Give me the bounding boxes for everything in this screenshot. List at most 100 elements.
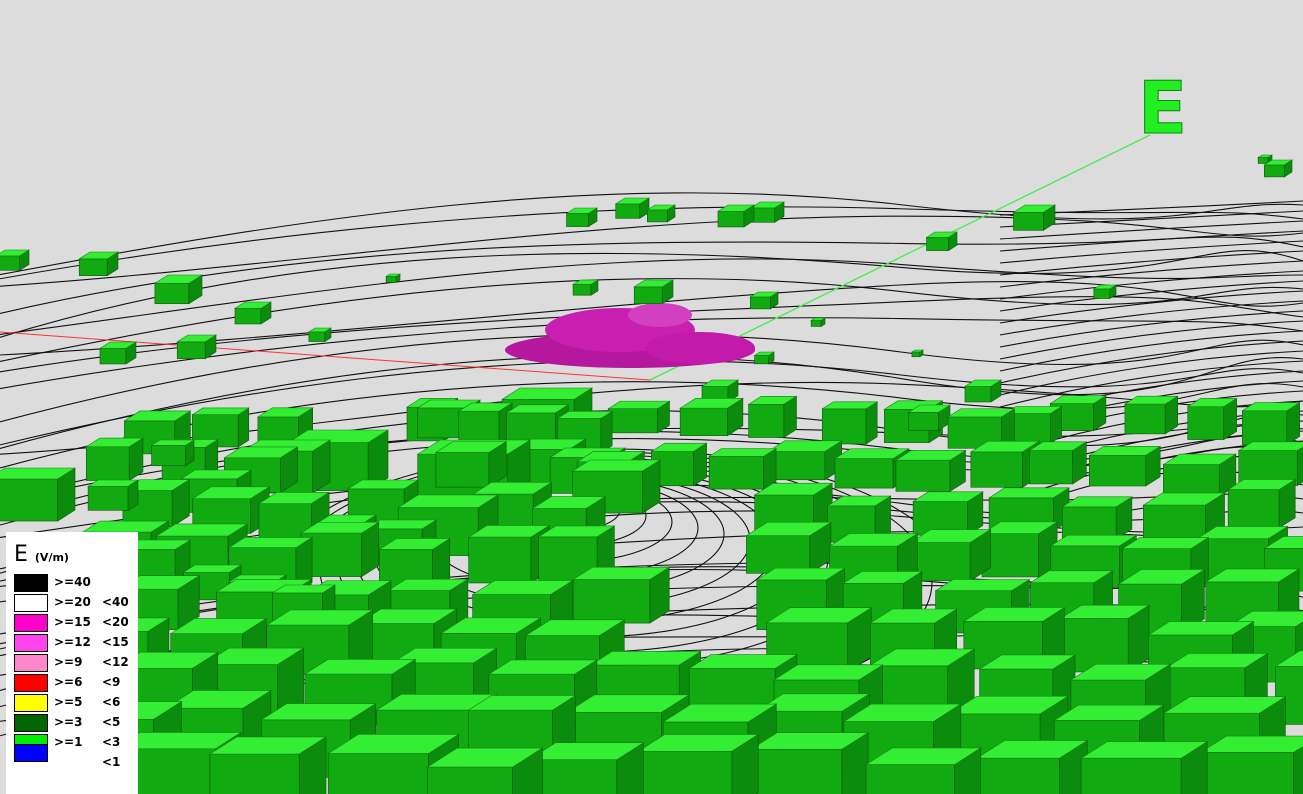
building	[0, 467, 77, 522]
legend-swatch	[14, 744, 48, 762]
building	[910, 349, 925, 358]
contour-line	[999, 300, 1303, 336]
buildings-layer	[0, 154, 1303, 794]
legend-swatch	[14, 714, 48, 732]
building	[176, 334, 218, 360]
building	[153, 274, 204, 305]
building	[1186, 397, 1238, 441]
building	[1162, 453, 1237, 497]
building	[208, 736, 328, 794]
e-axis-label: E	[1137, 66, 1188, 150]
contour-line	[999, 230, 1303, 252]
building	[679, 397, 744, 437]
contour-line	[999, 250, 1303, 276]
building	[1088, 445, 1162, 487]
building	[457, 402, 514, 444]
building	[765, 607, 873, 673]
legend-row: >=12 <15	[14, 632, 138, 652]
building	[85, 437, 144, 482]
building	[1227, 478, 1297, 529]
building	[87, 479, 140, 511]
legend-lower-bound: >=12	[54, 635, 91, 649]
contour-line	[0, 236, 1303, 314]
legend-lower-bound: >=1	[54, 735, 83, 749]
legend-upper-bound: <5	[102, 715, 121, 729]
legend-upper-bound: <6	[102, 695, 121, 709]
building	[747, 395, 798, 439]
building	[307, 327, 333, 343]
legend-upper-bound: <40	[102, 595, 129, 609]
building	[78, 251, 120, 277]
building	[299, 521, 380, 578]
building	[1080, 741, 1209, 794]
building	[821, 401, 879, 445]
building	[572, 279, 600, 296]
building	[766, 440, 843, 481]
building	[646, 204, 677, 223]
building	[975, 739, 1089, 794]
legend-upper-bound: <1	[102, 755, 121, 769]
building	[614, 197, 651, 219]
legend-swatch	[14, 574, 48, 592]
legend-row: >=15 <20	[14, 612, 138, 632]
legend-lower-bound: >=3	[54, 715, 83, 729]
contour-line	[999, 320, 1303, 360]
legend-lower-bound: >=15	[54, 615, 91, 629]
contour-line	[999, 350, 1303, 396]
contour-line	[0, 281, 1303, 356]
legend-panel: E (V/m) >=40 >=20 <40 >=15 <20 >=12 <15 >=9 <12 >…	[6, 532, 138, 794]
contour-line	[0, 296, 1303, 373]
legend-upper-bound: <9	[102, 675, 121, 689]
contour-line	[999, 240, 1303, 264]
contour-line	[999, 330, 1303, 372]
building	[434, 440, 508, 488]
legend-title-symbol: E	[14, 542, 28, 567]
building	[1241, 402, 1301, 446]
legend-lower-bound: >=40	[54, 575, 91, 589]
building	[716, 204, 756, 228]
building	[749, 291, 780, 310]
legend-swatch	[14, 634, 48, 652]
building	[1028, 441, 1088, 485]
building	[426, 747, 544, 794]
building	[1092, 284, 1118, 300]
building	[1123, 395, 1179, 435]
building	[912, 491, 984, 536]
legend-row: >=9 <12	[14, 652, 138, 672]
contour-line	[999, 270, 1303, 300]
building	[753, 351, 776, 365]
legend-upper-bound: <15	[102, 635, 129, 649]
building	[745, 521, 832, 574]
contour-line	[999, 220, 1303, 240]
building	[1237, 441, 1303, 487]
contour-line	[999, 280, 1303, 312]
contour-line	[0, 317, 1303, 390]
legend-upper-bound: <20	[102, 615, 129, 629]
building	[810, 317, 827, 327]
legend-swatch	[14, 594, 48, 612]
building	[925, 231, 959, 252]
building	[233, 301, 273, 325]
building	[150, 439, 196, 467]
building	[1257, 154, 1274, 164]
building	[1199, 735, 1303, 794]
building	[607, 400, 671, 434]
legend-swatch	[14, 614, 48, 632]
contour-line	[999, 290, 1303, 324]
building	[527, 742, 645, 794]
building	[909, 528, 992, 582]
legend-swatch	[14, 674, 48, 692]
legend-row: >=40	[14, 572, 138, 592]
legend-title: E (V/m)	[14, 542, 69, 567]
legend-row: >=1 <3	[14, 732, 138, 752]
legend-row: >=6 <9	[14, 672, 138, 692]
building	[864, 747, 982, 794]
building	[385, 273, 402, 283]
building	[753, 482, 834, 532]
building	[121, 479, 191, 528]
building	[0, 249, 31, 271]
building	[1142, 492, 1226, 542]
building	[98, 341, 138, 365]
building	[749, 201, 786, 223]
